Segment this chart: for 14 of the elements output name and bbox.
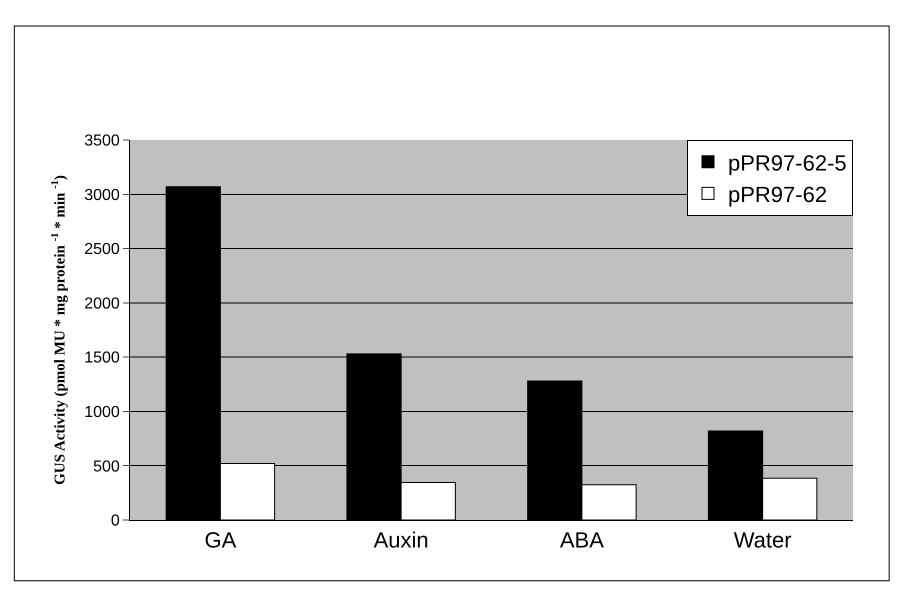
y-tick-label: 500 <box>93 458 120 476</box>
y-tick-label: 2000 <box>84 295 120 312</box>
y-tick-label: 0 <box>110 512 120 530</box>
x-tick-label: GA <box>204 527 237 552</box>
x-tick-label: Water <box>734 527 792 552</box>
y-tick-label: 1000 <box>84 404 120 422</box>
legend-label: pPR97-62 <box>728 182 828 207</box>
x-tick-label: ABA <box>560 527 604 552</box>
y-tick-label: 1500 <box>84 350 120 367</box>
legend-label: pPR97-62-5 <box>728 150 847 176</box>
y-tick-label: 3500 <box>84 132 120 150</box>
y-tick-label: 3000 <box>84 186 120 204</box>
x-tick-label: Auxin <box>374 527 429 552</box>
y-tick-label: 2500 <box>84 241 120 258</box>
